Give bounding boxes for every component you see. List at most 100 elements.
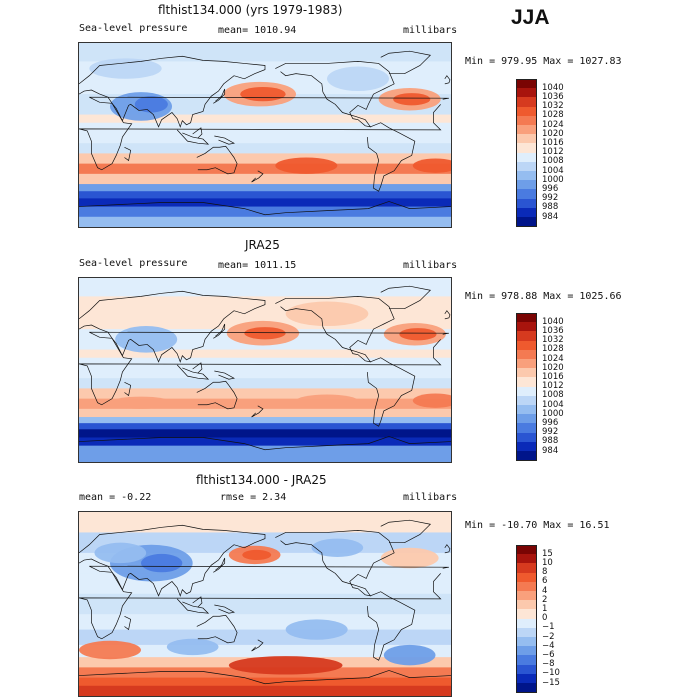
sea-level-pressure-map xyxy=(78,277,452,463)
panel-title: flthist134.000 (yrs 1979-1983) xyxy=(158,3,343,17)
pressure-band xyxy=(79,677,451,687)
colorbar-tick-label: 1024 xyxy=(542,119,564,130)
pressure-band xyxy=(79,378,451,389)
coastline xyxy=(214,135,236,145)
panel-title: JRA25 xyxy=(245,238,280,252)
colorbar-tick-label: 1016 xyxy=(542,371,564,382)
units-label: millibars xyxy=(403,260,458,271)
pressure-cell xyxy=(380,547,439,569)
colorbar-swatch xyxy=(516,423,537,434)
colorbar-swatch xyxy=(516,217,537,227)
colorbar-tick-label: 984 xyxy=(542,211,559,222)
pressure-band xyxy=(79,191,451,199)
colorbar-tick-label: −2 xyxy=(542,631,555,642)
colorbar-swatch xyxy=(516,88,537,98)
pressure-band xyxy=(79,184,451,192)
colorbar-tick-label: 1024 xyxy=(542,353,564,364)
pressure-cell xyxy=(166,638,219,656)
coastline xyxy=(275,296,395,363)
rmse-label: rmse = 2.34 xyxy=(220,492,287,503)
map-field xyxy=(79,43,451,227)
colorbar-swatch xyxy=(516,161,537,172)
colorbar-tick-label: 10 xyxy=(542,557,553,568)
coastline xyxy=(79,565,449,640)
pressure-cell xyxy=(311,538,364,557)
pressure-band xyxy=(79,423,451,430)
coastline xyxy=(213,323,226,339)
coastline xyxy=(196,145,238,175)
colorbar-tick-label: 2 xyxy=(542,594,548,605)
coastline xyxy=(366,122,416,192)
coastline xyxy=(124,146,132,162)
pressure-cell xyxy=(275,157,338,174)
colorbar: 15 10 8 6 4 2 1 0 −1 −2 −4 −6 −8 −10 −15 xyxy=(516,545,576,695)
colorbar-tick-label: 1008 xyxy=(542,390,564,401)
coastline xyxy=(214,604,236,614)
mean-label: mean= 1011.15 xyxy=(218,260,297,271)
colorbar-tick-label: 1020 xyxy=(542,128,564,139)
colorbar-tick-label: 8 xyxy=(542,567,548,578)
pressure-band xyxy=(79,143,451,154)
coastline xyxy=(192,596,203,608)
colorbar-tick-label: 984 xyxy=(542,445,559,456)
coastline xyxy=(380,50,432,75)
coastline xyxy=(79,670,451,685)
coastline xyxy=(275,530,395,597)
colorbar: 1040 1036 1032 1028 1024 1020 1016 1012 1008 1004… xyxy=(516,313,576,463)
coastline xyxy=(444,310,451,320)
coastline xyxy=(124,615,132,631)
pressure-band xyxy=(79,198,451,208)
coastline xyxy=(79,201,451,216)
colorbar-tick-label: 1036 xyxy=(542,91,564,102)
colorbar-swatch xyxy=(516,451,537,461)
pressure-cell xyxy=(285,301,369,327)
pressure-band xyxy=(79,349,451,359)
coastline xyxy=(380,519,432,544)
colorbar-swatch xyxy=(516,331,537,342)
colorbar-tick-label: 992 xyxy=(542,427,559,438)
map-field xyxy=(79,278,451,462)
colorbar-tick-label: −4 xyxy=(542,640,555,651)
pressure-band xyxy=(79,122,451,144)
colorbar-swatch xyxy=(516,655,537,666)
coastline xyxy=(251,405,264,418)
colorbar-tick-label: −1 xyxy=(542,622,555,633)
coastline xyxy=(79,436,451,451)
colorbar-swatch xyxy=(516,134,537,144)
pressure-cell xyxy=(296,394,358,407)
colorbar-tick-label: 1016 xyxy=(542,137,564,148)
pressure-cell xyxy=(285,619,348,640)
colorbar-swatch xyxy=(516,563,537,574)
colorbar-tick-label: −8 xyxy=(542,659,555,670)
colorbar: 1040 1036 1032 1028 1024 1020 1016 1012 1008 1004… xyxy=(516,79,576,229)
colorbar-swatch xyxy=(516,441,537,452)
colorbar-tick-label: −10 xyxy=(542,668,560,679)
pressure-band xyxy=(79,163,451,175)
colorbar-swatch xyxy=(516,207,537,218)
colorbar-swatch xyxy=(516,600,537,610)
colorbar-tick-label: 988 xyxy=(542,436,559,447)
pressure-band xyxy=(79,614,451,631)
colorbar-tick-label: 1000 xyxy=(542,408,564,419)
colorbar-swatch xyxy=(516,405,537,415)
colorbar-swatch xyxy=(516,627,537,638)
colorbar-swatch xyxy=(516,591,537,601)
pressure-band xyxy=(79,429,451,438)
coastline xyxy=(444,75,451,85)
colorbar-swatch xyxy=(516,414,537,424)
pressure-band xyxy=(79,437,451,447)
colorbar-tick-label: 1040 xyxy=(542,82,564,93)
pressure-band xyxy=(79,408,451,418)
field-label: Sea-level pressure xyxy=(79,258,188,269)
coastline xyxy=(213,88,226,104)
colorbar-swatch xyxy=(516,377,537,388)
pressure-cell xyxy=(79,640,141,660)
min-max-label: Min = 978.88 Max = 1025.66 xyxy=(465,291,622,302)
coastline xyxy=(214,370,236,380)
pressure-band xyxy=(79,206,451,218)
colorbar-tick-label: 15 xyxy=(542,548,553,559)
colorbar-swatch xyxy=(516,368,537,378)
pressure-band xyxy=(79,388,451,400)
colorbar-swatch xyxy=(516,646,537,656)
coastline xyxy=(196,614,238,644)
